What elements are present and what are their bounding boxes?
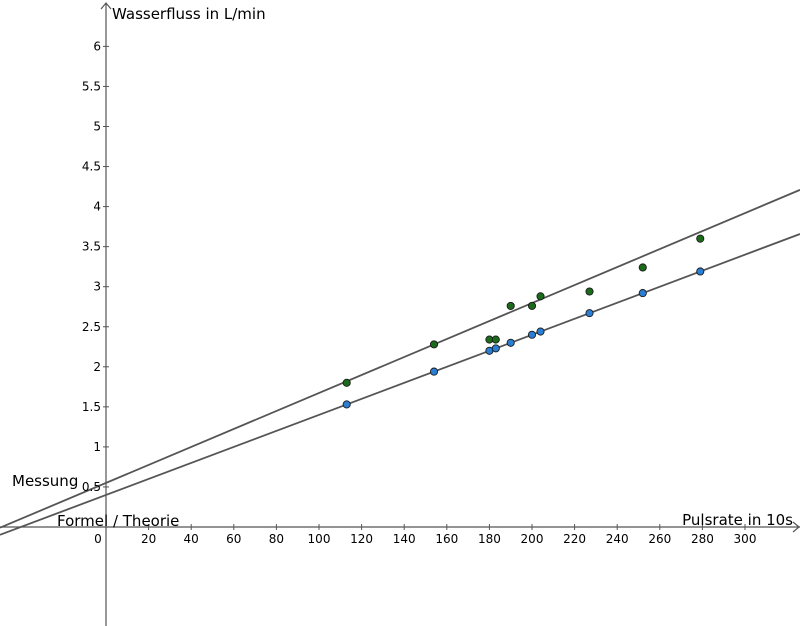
trendline-formel (0, 233, 800, 536)
data-point-messung (638, 263, 647, 272)
data-point-formel (536, 327, 545, 336)
data-point-formel (638, 289, 647, 298)
y-axis-title: Wasserfluss in L/min (112, 5, 266, 23)
x-tick-label: 80 (269, 532, 284, 546)
data-point-messung (506, 301, 515, 310)
x-tick-label: 140 (393, 532, 416, 546)
data-point-messung (536, 292, 545, 301)
data-point-messung (696, 234, 705, 243)
trendlines (0, 189, 800, 536)
y-tick-label: 1 (93, 440, 101, 454)
data-point-messung (491, 335, 500, 344)
x-tick-label: 180 (478, 532, 501, 546)
data-point-formel (585, 309, 594, 318)
y-axis-arrow (100, 2, 112, 10)
series-label-messung: Messung (12, 472, 78, 490)
data-point-messung (527, 301, 537, 310)
y-tick-label: 6 (93, 39, 101, 53)
data-points (342, 234, 705, 409)
y-tick-label: 1.5 (82, 400, 101, 414)
y-tick-label: 4 (93, 200, 101, 214)
x-axis-title: Pulsrate in 10s (682, 511, 793, 529)
x-tick-label: 20 (141, 532, 156, 546)
data-point-messung (342, 378, 351, 387)
y-tick-label: 4.5 (82, 160, 101, 174)
data-point-formel (506, 338, 515, 347)
x-tick-label: 40 (184, 532, 199, 546)
y-axis-ticks: 0.5 1 1.5 2 2.5 3 3.5 4 4.5 5 5.5 6 (82, 39, 109, 494)
series-label-formel-theorie: Formel / Theorie (57, 512, 179, 530)
x-tick-label: 0 (94, 532, 102, 546)
x-tick-label: 200 (521, 532, 544, 546)
x-tick-label: 100 (308, 532, 331, 546)
trendline-messung (0, 189, 800, 529)
data-point-formel (696, 267, 705, 276)
y-tick-label: 0.5 (82, 480, 101, 494)
x-axis-ticks: 0 20 40 60 80 100 120 140 160 180 200 220 240 260 280 3… (94, 524, 756, 546)
x-tick-label: 120 (350, 532, 373, 546)
y-tick-label: 5 (93, 120, 101, 134)
x-tick-label: 300 (734, 532, 757, 546)
x-tick-label: 220 (563, 532, 586, 546)
x-axis-arrow (792, 521, 800, 533)
data-point-formel (429, 367, 439, 376)
data-point-messung (585, 287, 594, 296)
data-point-formel (491, 344, 500, 353)
x-tick-label: 60 (226, 532, 241, 546)
data-point-messung (429, 340, 439, 349)
x-tick-label: 160 (435, 532, 458, 546)
y-tick-label: 3.5 (82, 240, 101, 254)
x-tick-label: 260 (648, 532, 671, 546)
y-tick-label: 2 (93, 360, 101, 374)
y-tick-label: 2.5 (82, 320, 101, 334)
y-tick-label: 5.5 (82, 79, 101, 93)
x-tick-label: 280 (691, 532, 714, 546)
x-tick-label: 240 (606, 532, 629, 546)
y-tick-label: 3 (93, 280, 101, 294)
data-point-formel (342, 400, 351, 409)
data-point-formel (527, 330, 537, 339)
